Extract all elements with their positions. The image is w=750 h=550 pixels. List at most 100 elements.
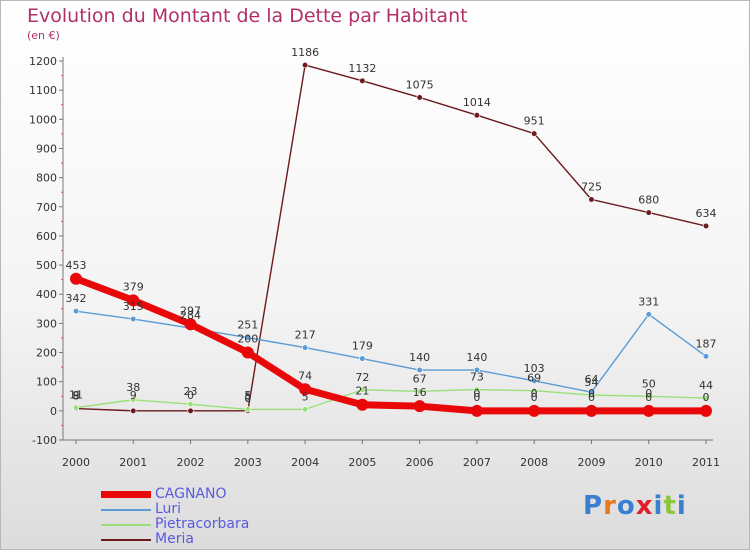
data-point-pietracorbara bbox=[416, 388, 423, 395]
data-point-cagnano bbox=[184, 318, 197, 331]
data-label-cagnano: 0 bbox=[473, 391, 480, 404]
logo-letter: o bbox=[616, 491, 636, 521]
legend-label: CAGNANO bbox=[155, 486, 227, 502]
data-label-meria: 1075 bbox=[406, 78, 434, 91]
logo-letter: P bbox=[583, 491, 604, 521]
y-tick-label: 300 bbox=[36, 317, 57, 330]
data-label-meria: 951 bbox=[524, 115, 545, 128]
y-tick-label: 600 bbox=[36, 230, 57, 243]
data-point-pietracorbara bbox=[244, 406, 251, 413]
y-tick-label: -100 bbox=[32, 434, 57, 447]
data-label-cagnano: 16 bbox=[413, 386, 427, 399]
data-label-pietracorbara: 44 bbox=[699, 379, 713, 392]
data-label-pietracorbara: 11 bbox=[69, 389, 83, 402]
y-tick-label: 0 bbox=[50, 405, 57, 418]
y-tick-label: 900 bbox=[36, 142, 57, 155]
data-point-luri bbox=[301, 344, 309, 351]
data-point-cagnano bbox=[700, 404, 712, 417]
x-tick-label: 2009 bbox=[577, 456, 605, 469]
legend-item-luri: Luri bbox=[101, 502, 249, 517]
data-label-cagnano: 453 bbox=[66, 259, 87, 272]
series-line-cagnano bbox=[72, 275, 710, 415]
chart-legend: CAGNANO Luri Pietracorbara Meria bbox=[101, 487, 249, 547]
x-tick-label: 2001 bbox=[119, 456, 147, 469]
data-label-meria: 725 bbox=[581, 180, 602, 193]
data-label-cagnano: 0 bbox=[645, 391, 652, 404]
data-label-cagnano: 0 bbox=[531, 391, 538, 404]
data-point-pietracorbara bbox=[301, 406, 309, 413]
data-label-extra: 0 bbox=[473, 387, 480, 400]
series-line-luri bbox=[75, 310, 707, 393]
data-point-luri bbox=[359, 355, 366, 362]
data-point-luri bbox=[244, 334, 251, 341]
data-label-extra: 9 bbox=[130, 389, 137, 402]
x-tick-label: 2008 bbox=[520, 456, 548, 469]
proxiti-logo: Proxiti bbox=[583, 491, 687, 521]
data-label-luri: 103 bbox=[524, 362, 545, 375]
data-label-extra: 0 bbox=[588, 387, 595, 400]
data-label-pietracorbara: 5 bbox=[244, 390, 251, 403]
data-point-pietracorbara bbox=[473, 386, 481, 393]
data-label-pietracorbara: 69 bbox=[527, 372, 541, 385]
x-tick-label: 2003 bbox=[234, 456, 262, 469]
data-label-pietracorbara: 5 bbox=[302, 390, 309, 403]
data-label-pietracorbara: 50 bbox=[642, 377, 656, 390]
data-point-pietracorbara bbox=[130, 396, 137, 403]
data-label-cagnano: 200 bbox=[237, 333, 258, 346]
data-point-cagnano bbox=[642, 404, 655, 417]
y-tick-label: 800 bbox=[36, 172, 57, 185]
data-point-pietracorbara bbox=[531, 387, 538, 394]
data-label-luri: 315 bbox=[123, 300, 144, 313]
y-tick-label: 100 bbox=[36, 376, 57, 389]
y-tick-label: 1200 bbox=[29, 55, 57, 68]
data-label-meria: 680 bbox=[638, 194, 659, 207]
legend-swatch bbox=[101, 491, 151, 498]
x-tick-label: 2007 bbox=[463, 456, 491, 469]
logo-letter: r bbox=[603, 491, 617, 521]
data-label-luri: 284 bbox=[180, 309, 201, 322]
data-point-luri bbox=[645, 311, 652, 318]
data-point-meria bbox=[473, 112, 481, 119]
data-point-luri bbox=[531, 377, 538, 384]
data-point-pietracorbara bbox=[702, 394, 710, 402]
data-label-cagnano: 0 bbox=[588, 391, 595, 404]
data-label-cagnano: 74 bbox=[298, 369, 312, 382]
data-label-extra: 9 bbox=[73, 389, 80, 402]
data-point-meria bbox=[645, 209, 652, 216]
x-tick-label: 2011 bbox=[692, 456, 720, 469]
x-tick-label: 2006 bbox=[406, 456, 434, 469]
data-label-extra: 0 bbox=[187, 389, 194, 402]
data-label-pietracorbara: 54 bbox=[584, 376, 598, 389]
data-point-luri bbox=[130, 315, 137, 323]
legend-swatch bbox=[101, 538, 151, 541]
data-point-luri bbox=[416, 366, 423, 374]
data-label-pietracorbara: 67 bbox=[413, 372, 427, 385]
y-tick-label: 1100 bbox=[29, 84, 57, 97]
x-tick-label: 2010 bbox=[635, 456, 663, 469]
data-point-pietracorbara bbox=[645, 393, 652, 400]
data-label-extra: 5 bbox=[244, 389, 251, 402]
data-label-cagnano: 297 bbox=[180, 304, 201, 317]
series-line-meria bbox=[75, 64, 707, 412]
legend-item-pietracorbara: Pietracorbara bbox=[101, 517, 249, 532]
data-label-meria: 1014 bbox=[463, 96, 491, 109]
data-point-cagnano bbox=[241, 346, 254, 359]
data-point-cagnano bbox=[528, 404, 541, 417]
data-label-luri: 179 bbox=[352, 340, 373, 353]
x-tick-label: 2002 bbox=[177, 456, 205, 469]
data-label-meria: 0 bbox=[244, 392, 251, 405]
data-point-meria bbox=[702, 222, 710, 230]
data-point-pietracorbara bbox=[187, 401, 194, 408]
legend-label: Pietracorbara bbox=[155, 516, 250, 532]
data-point-meria bbox=[416, 94, 423, 101]
data-point-luri bbox=[473, 366, 481, 374]
data-label-meria: 1132 bbox=[348, 62, 376, 75]
legend-swatch bbox=[101, 523, 151, 526]
data-point-luri bbox=[588, 389, 595, 396]
data-point-cagnano bbox=[356, 398, 369, 411]
data-label-meria: 634 bbox=[696, 207, 717, 220]
y-tick-label: 1000 bbox=[29, 113, 57, 126]
data-label-luri: 187 bbox=[696, 337, 717, 350]
data-label-luri: 64 bbox=[584, 373, 598, 386]
